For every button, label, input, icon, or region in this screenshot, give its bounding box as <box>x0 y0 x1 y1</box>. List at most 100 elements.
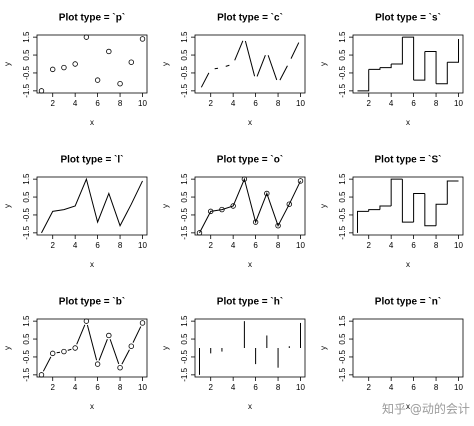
point <box>94 77 101 83</box>
y-tick-label: 1.5 <box>180 315 189 327</box>
y-tick-label: 1.5 <box>180 173 189 185</box>
y-tick-label: 0.5 <box>180 333 189 345</box>
point <box>72 345 78 351</box>
x-tick-label: 4 <box>389 383 394 392</box>
y-axis-label: y <box>161 62 170 66</box>
x-tick-label: 8 <box>276 241 281 250</box>
x-axis-label: x <box>406 260 410 269</box>
line-segment <box>67 348 72 351</box>
x-tick-label: 4 <box>231 383 236 392</box>
x-tick-label: 2 <box>50 383 55 392</box>
x-tick-label: 10 <box>454 241 463 250</box>
x-tick-label: 8 <box>118 99 123 108</box>
y-tick-label: -0.5 <box>180 350 189 364</box>
y-tick-label: 0.5 <box>180 49 189 61</box>
y-tick-label: 0.5 <box>22 333 31 345</box>
x-axis-label: x <box>90 260 94 269</box>
line-segment <box>56 351 61 354</box>
y-tick-label: -1.5 <box>22 83 31 97</box>
chart-title: Plot type = `h` <box>217 297 283 308</box>
x-tick-label: 6 <box>95 241 100 250</box>
y-tick-label: -1.5 <box>180 225 189 239</box>
line-segment <box>132 326 142 343</box>
step <box>435 203 448 226</box>
x-axis-label: x <box>90 402 94 411</box>
line-segment <box>267 55 278 81</box>
x-tick-label: 10 <box>296 241 305 250</box>
point <box>252 219 259 225</box>
step <box>446 180 459 205</box>
step <box>402 36 415 81</box>
point <box>128 343 134 349</box>
step <box>413 51 426 81</box>
step <box>356 210 369 233</box>
plot-frame <box>194 34 306 94</box>
y-tick-label: -1.5 <box>180 367 189 381</box>
x-tick-label: 10 <box>454 383 463 392</box>
y-tick-label: -0.5 <box>338 66 347 80</box>
y-tick-label: -1.5 <box>338 367 347 381</box>
x-tick-label: 2 <box>208 383 213 392</box>
x-tick-label: 6 <box>253 383 258 392</box>
y-tick-label: -0.5 <box>22 208 31 222</box>
y-tick-label: -0.5 <box>338 208 347 222</box>
y-tick-label: 0.5 <box>22 191 31 203</box>
point <box>219 206 225 213</box>
step <box>379 64 392 69</box>
line-segment <box>121 349 130 365</box>
x-tick-label: 2 <box>366 241 371 250</box>
x-tick-label: 10 <box>296 383 305 392</box>
x-tick-label: 4 <box>231 241 236 250</box>
x-tick-label: 2 <box>366 99 371 108</box>
plot-frame <box>352 318 464 378</box>
y-tick-label: -0.5 <box>180 208 189 222</box>
x-tick-label: 8 <box>276 99 281 108</box>
chart-title: Plot type = `b` <box>59 297 125 308</box>
y-tick-label: 1.5 <box>338 173 347 185</box>
point <box>264 190 270 197</box>
watermark: 知乎 @动的会计 <box>382 402 470 416</box>
line-segment <box>76 324 86 345</box>
y-axis-label: y <box>319 204 328 208</box>
line-segment <box>290 42 300 59</box>
y-tick-label: -1.5 <box>22 225 31 239</box>
line <box>199 177 301 234</box>
y-tick-label: -0.5 <box>22 350 31 364</box>
chart-title: Plot type = `c` <box>217 13 283 24</box>
y-tick-label: 1.5 <box>338 315 347 327</box>
point <box>241 176 248 182</box>
chart-title: Plot type = `n` <box>375 297 441 308</box>
x-tick-label: 8 <box>434 383 439 392</box>
line-segment <box>279 65 288 81</box>
x-axis-label: x <box>406 402 410 411</box>
point <box>297 178 304 184</box>
point <box>139 36 146 42</box>
y-axis-label: y <box>3 204 12 208</box>
line-segment <box>86 324 98 361</box>
y-tick-label: 1.5 <box>338 31 347 43</box>
step <box>368 67 381 70</box>
x-tick-label: 4 <box>73 241 78 250</box>
x-tick-label: 10 <box>454 99 463 108</box>
x-tick-label: 8 <box>118 241 123 250</box>
chart-title: Plot type = `S` <box>375 155 442 166</box>
plot-frame <box>36 34 148 94</box>
point <box>128 59 134 65</box>
line-segment <box>214 67 219 70</box>
line-segment <box>244 40 256 77</box>
step <box>391 37 403 65</box>
point <box>117 80 123 87</box>
point <box>196 230 203 236</box>
x-tick-label: 10 <box>138 383 147 392</box>
step <box>424 193 437 227</box>
x-tick-label: 4 <box>389 99 394 108</box>
step <box>413 192 425 223</box>
y-tick-label: 0.5 <box>338 333 347 345</box>
x-tick-label: 8 <box>276 383 281 392</box>
step <box>357 69 370 92</box>
line-segment <box>42 356 52 372</box>
y-axis-label: y <box>161 346 170 350</box>
y-tick-label: -1.5 <box>22 367 31 381</box>
x-axis-label: x <box>406 118 410 127</box>
